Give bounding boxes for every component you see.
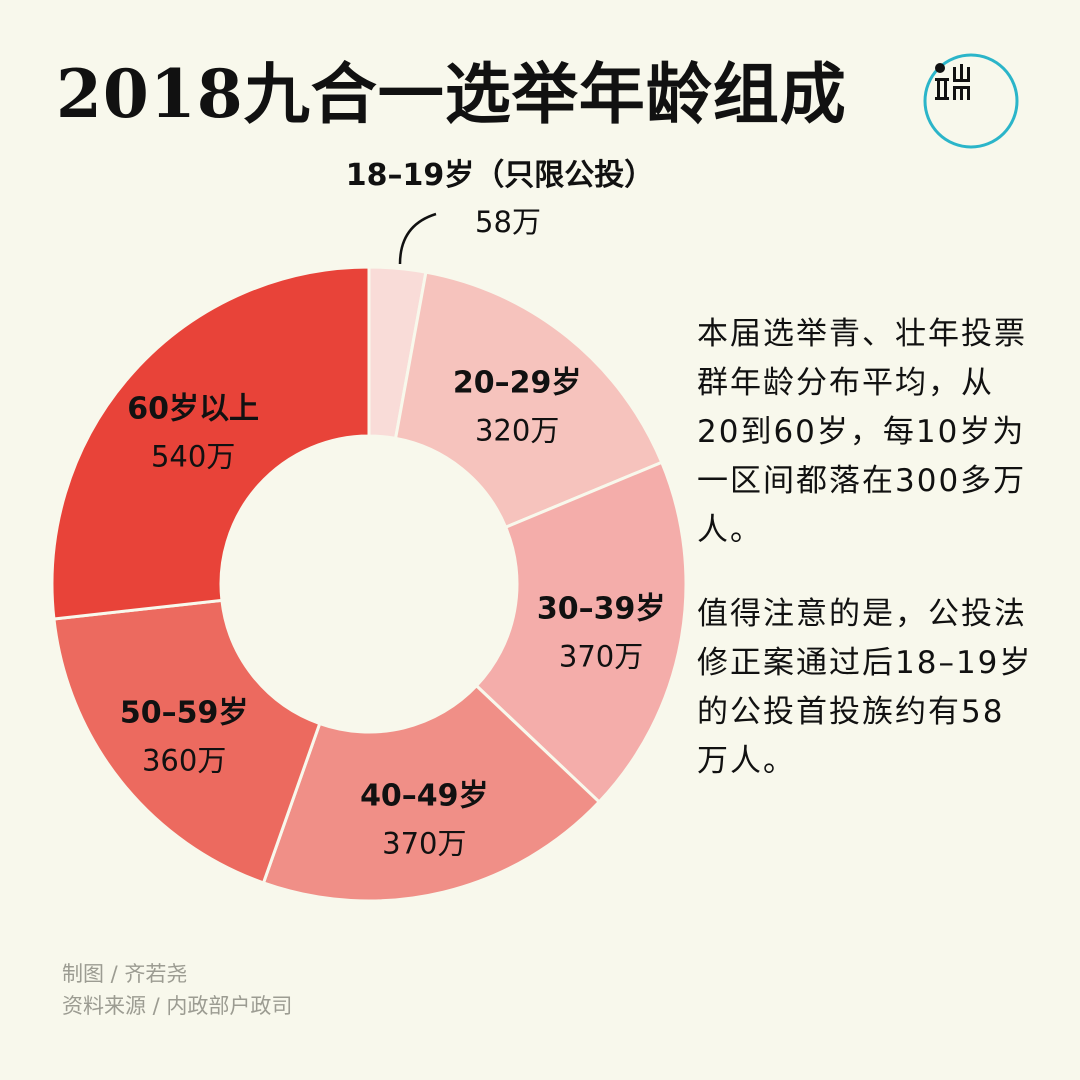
slice-label-60: 60岁以上 (127, 392, 259, 427)
slice-value-50-59: 360万 (142, 744, 226, 778)
slice-label-18-19: 18–19岁（只限公投） (346, 158, 655, 193)
slice-label-20-29: 20–29岁 (453, 365, 582, 400)
slice-value-30-39: 370万 (559, 640, 643, 674)
slice-30-39 (474, 460, 688, 805)
note-paragraph-1: 本届选举青、壮年投票群年龄分布平均，从20到60岁，每10岁为一区间都落在300… (697, 316, 1027, 548)
slice-label-50-59: 50–59岁 (120, 696, 249, 731)
slice-value-60: 540万 (151, 440, 235, 474)
slice-50-59 (52, 598, 322, 885)
donut-slices (50, 265, 688, 903)
duan-logo-icon (923, 53, 1019, 149)
note-paragraph-2: 值得注意的是，公投法修正案通过后18–19岁的公投首投族约有58万人。 (697, 596, 1033, 779)
credit-author: 制图 / 齐若尧 (62, 962, 188, 986)
slice-label-40-49: 40–49岁 (360, 778, 489, 813)
slice-value-18-19: 58万 (475, 205, 541, 239)
slice-60 (50, 265, 371, 621)
credit-source: 资料来源 / 内政部户政司 (62, 994, 293, 1018)
slice-value-20-29: 320万 (475, 413, 559, 447)
slice-20-29 (393, 270, 664, 530)
slice-label-30-39: 30–39岁 (537, 592, 666, 627)
callout-line (398, 212, 437, 265)
slice-value-40-49: 370万 (382, 826, 466, 860)
credits: 制图 / 齐若尧 资料来源 / 内政部户政司 (62, 958, 292, 1022)
slice-labels: 20–29岁 320万 30–39岁 370万 40–49岁 370万 50–59岁 360万… (120, 365, 665, 860)
slice-40-49 (261, 683, 602, 903)
page-title: 2018九合一选举年龄组成 (56, 55, 847, 133)
